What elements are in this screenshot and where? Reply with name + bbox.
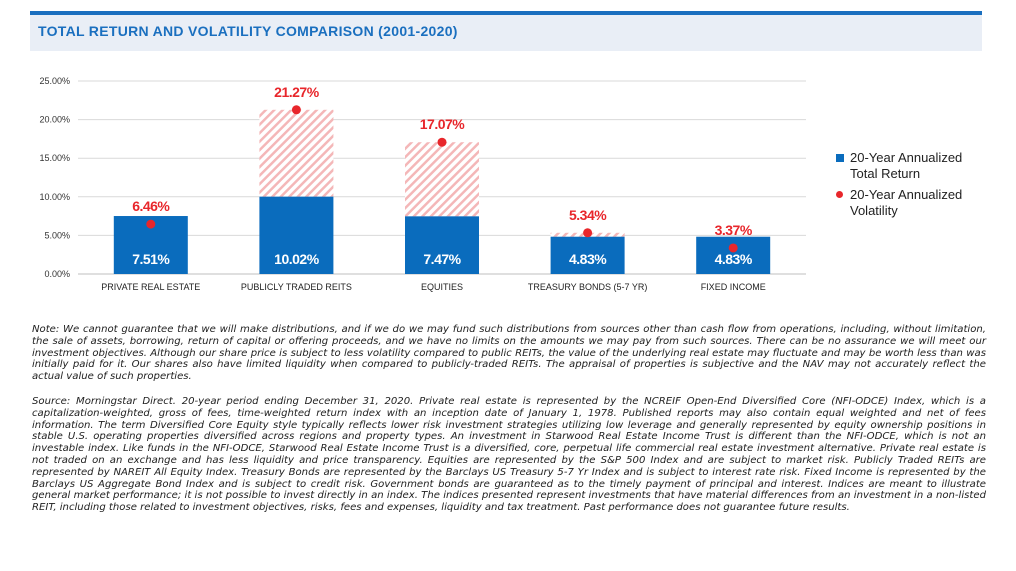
disclaimer-note: Note: We cannot guarantee that we will m…: [32, 324, 986, 383]
legend-label: Volatility: [850, 203, 898, 218]
legend-bar-swatch: [836, 154, 844, 162]
volatility-hatch: [259, 109, 334, 197]
return-value-label: 7.51%: [132, 251, 170, 267]
bars: 7.51% 6.46% 10.02% 21.27% 7.47% 17.07% 4.83% 5.…: [113, 84, 771, 274]
legend-item-total-return: 20-Year Annualized Total Return: [834, 150, 1004, 182]
volatility-value-label: 21.27%: [274, 84, 320, 100]
return-bar: [405, 216, 479, 274]
return-value-label: 10.02%: [274, 251, 320, 267]
x-tick-label: FIXED INCOME: [701, 282, 766, 292]
y-tick-label: 5.00%: [44, 230, 70, 240]
legend-dot-swatch: [836, 191, 843, 198]
volatility-dot: [291, 105, 301, 115]
legend-label: Total Return: [850, 166, 921, 181]
volatility-dot: [728, 243, 738, 253]
x-tick-label: PRIVATE REAL ESTATE: [101, 282, 200, 292]
volatility-dot: [146, 219, 156, 229]
chart-title: TOTAL RETURN AND VOLATILITY COMPARISON (…: [38, 23, 458, 39]
y-tick-label: 15.00%: [39, 153, 70, 163]
volatility-hatch: [405, 142, 479, 217]
legend: 20-Year Annualized Total Return 20-Year …: [834, 150, 1004, 224]
y-tick-label: 25.00%: [39, 76, 70, 86]
y-axis: 0.00% 5.00% 10.00% 15.00% 20.00% 25.00%: [39, 76, 70, 279]
title-bar: TOTAL RETURN AND VOLATILITY COMPARISON (…: [30, 11, 982, 51]
volatility-value-label: 17.07%: [420, 116, 466, 132]
volatility-dot: [437, 137, 447, 147]
volatility-value-label: 5.34%: [569, 207, 607, 223]
return-value-label: 7.47%: [423, 251, 461, 267]
return-bar: [696, 236, 771, 274]
y-tick-label: 10.00%: [39, 192, 70, 202]
legend-item-volatility: 20-Year Annualized Volatility: [834, 187, 1004, 219]
return-value-label: 4.83%: [715, 251, 753, 267]
x-axis: PRIVATE REAL ESTATE PUBLICLY TRADED REITS…: [101, 282, 765, 292]
x-tick-label: EQUITIES: [421, 282, 463, 292]
volatility-value-label: 3.37%: [715, 222, 753, 238]
y-tick-label: 0.00%: [44, 269, 70, 279]
return-value-label: 4.83%: [569, 251, 607, 267]
return-bar: [259, 196, 334, 274]
volatility-dot: [583, 228, 593, 238]
source-note: Source: Morningstar Direct. 20-year peri…: [32, 396, 986, 514]
x-tick-label: TREASURY BONDS (5-7 YR): [528, 282, 648, 292]
volatility-value-label: 6.46%: [132, 198, 170, 214]
legend-label: 20-Year Annualized: [850, 187, 963, 202]
y-tick-label: 20.00%: [39, 115, 70, 125]
bar-chart: 0.00% 5.00% 10.00% 15.00% 20.00% 25.00% 7.51%…: [39, 76, 806, 292]
legend-label: 20-Year Annualized: [850, 150, 963, 165]
x-tick-label: PUBLICLY TRADED REITS: [241, 282, 352, 292]
return-bar: [550, 236, 625, 274]
